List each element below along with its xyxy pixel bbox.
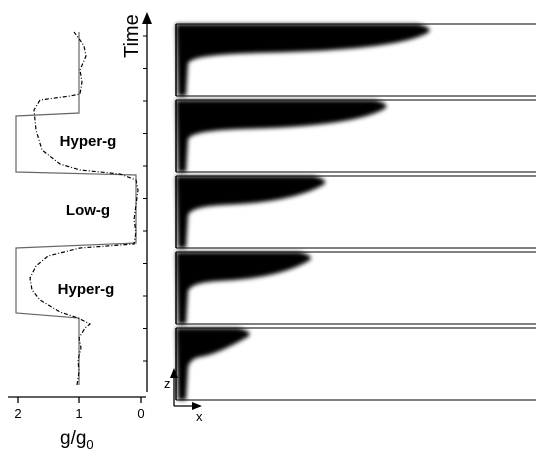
spreading-layer	[176, 100, 387, 172]
snapshot-frame	[175, 175, 536, 249]
g-tick-label: 2	[14, 406, 21, 421]
z-label: z	[164, 376, 171, 391]
snapshot-frame	[175, 327, 536, 401]
snapshot-frames	[175, 23, 536, 401]
x-arrow-icon	[192, 402, 202, 410]
x-label: x	[196, 409, 203, 424]
time-axis-label: Time	[121, 14, 143, 58]
phase-label-low-g: Low-g	[66, 202, 110, 219]
measured-g-curve	[29, 31, 139, 386]
g-profile-panel: 2 1 0 g/g0 Hyper-g Low-g Hyper-g	[8, 31, 146, 452]
nominal-g-curve	[15, 32, 137, 385]
time-arrow-icon	[142, 12, 152, 24]
g-axis-label: g/g0	[60, 428, 94, 452]
time-axis: Time	[121, 12, 152, 392]
snapshot-frame	[175, 23, 536, 97]
spreading-layer	[176, 328, 250, 400]
coordinate-indicator: z x	[164, 368, 203, 424]
g-tick-label: 1	[75, 406, 82, 421]
z-arrow-icon	[170, 368, 178, 378]
snapshot-frame	[175, 99, 536, 173]
time-ticks	[143, 35, 147, 362]
spreading-layer	[176, 176, 326, 248]
spreading-layer	[176, 24, 430, 96]
snapshot-frame	[175, 251, 536, 325]
g-tick-label: 0	[137, 406, 144, 421]
spreading-layer	[176, 252, 311, 324]
phase-label-hyper-g-top: Hyper-g	[60, 133, 117, 150]
phase-label-hyper-g-bottom: Hyper-g	[58, 281, 115, 298]
